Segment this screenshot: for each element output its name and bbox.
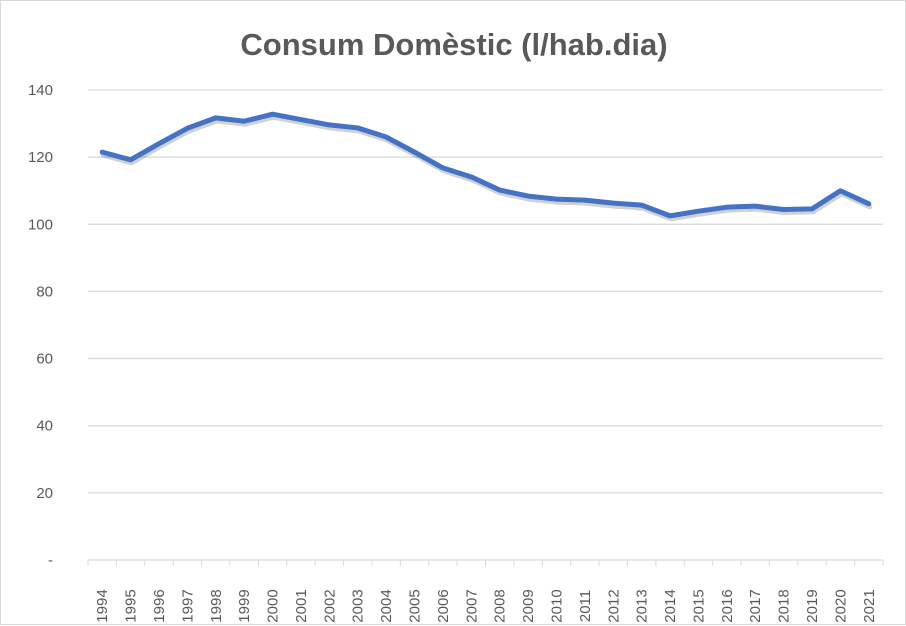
x-tick-label: 2016 (719, 589, 736, 622)
x-tick-label: 2005 (407, 589, 424, 622)
x-tick-label: 2020 (832, 589, 849, 622)
y-tick-label: 100 (28, 216, 53, 233)
x-tick-label: 2009 (520, 589, 537, 622)
y-tick-label: 60 (36, 351, 53, 368)
x-tick-label: 2006 (435, 589, 452, 622)
x-tick-label: 2011 (577, 590, 594, 622)
series-line-shadow (103, 117, 870, 219)
x-tick-label: 2002 (321, 589, 338, 622)
x-tick-label: 2001 (293, 589, 310, 622)
x-tick-label: 1998 (208, 589, 225, 622)
x-tick-label: 2015 (690, 589, 707, 622)
x-tick-label: 2008 (492, 589, 509, 622)
x-tick-label: 2012 (605, 589, 622, 622)
x-tick-label: 1995 (123, 589, 140, 622)
x-tick-label: 2007 (463, 589, 480, 622)
x-tick-label: 1997 (179, 589, 196, 622)
x-tick-label: 2013 (634, 589, 651, 622)
x-tick-label: 2018 (776, 589, 793, 622)
y-tick-label: 40 (36, 418, 53, 435)
x-tick-label: 1999 (236, 589, 253, 622)
x-tick-label: 2014 (662, 589, 679, 622)
x-tick-label: 2017 (747, 589, 764, 622)
x-tick-label: 1996 (151, 589, 168, 622)
y-tick-label: 80 (36, 283, 53, 300)
y-tick-label: 140 (28, 82, 53, 99)
x-tick-label: 2010 (548, 589, 565, 622)
x-tick-label: 2003 (350, 589, 367, 622)
x-tick-label: 1994 (94, 589, 111, 622)
x-tick-label: 2004 (378, 589, 395, 622)
x-tick-label: 2021 (861, 589, 878, 622)
y-tick-label: 120 (28, 149, 53, 166)
chart-title: Consum Domèstic (l/hab.dia) (240, 27, 667, 62)
x-tick-label: 2000 (265, 589, 282, 622)
y-tick-label: 20 (36, 485, 53, 502)
x-tick-label: 2019 (804, 589, 821, 622)
y-tick-label: - (48, 552, 53, 569)
series-line (102, 114, 869, 216)
